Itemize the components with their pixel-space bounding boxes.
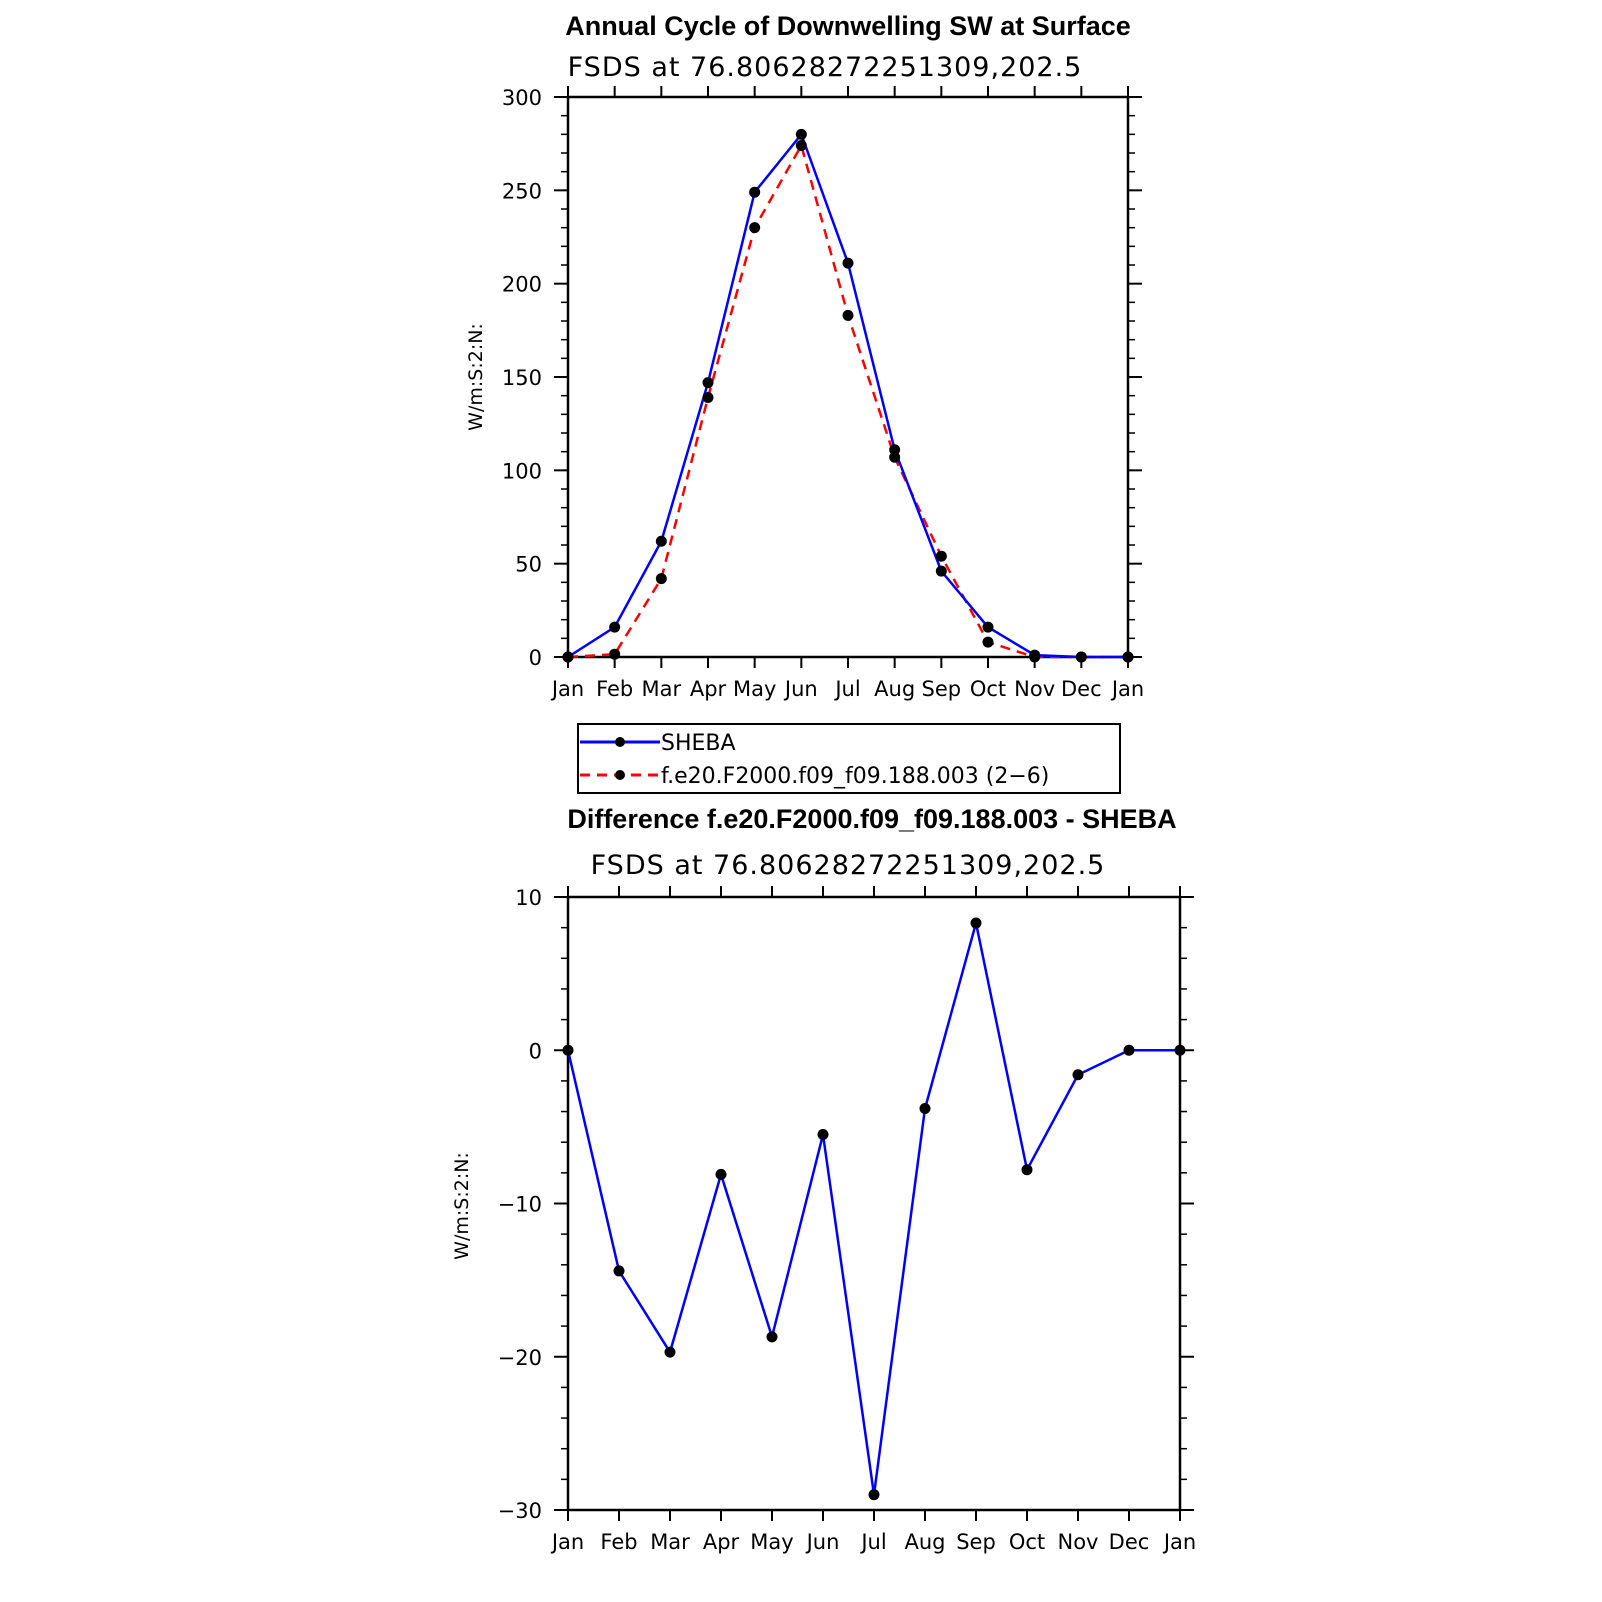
top-chart-subtitle: FSDS at 76.80628272251309,202.5 (568, 52, 1083, 83)
bottom-series-0-point (919, 1102, 931, 1114)
top-series-1-point (1122, 651, 1134, 663)
legend-box (577, 723, 1121, 794)
top-series-1-point (889, 451, 901, 463)
top-x-tick-label: Nov (1014, 677, 1055, 701)
top-series-1-point (935, 550, 947, 562)
top-y-tick-label: 0 (529, 646, 542, 670)
top-series-0-point (795, 128, 807, 140)
top-y-tick-label: 200 (502, 273, 542, 297)
bottom-plot-area: Jan Feb Mar Apr May Jun Jul Aug Sep Oct Nov Dec Jan−… (498, 886, 1196, 1554)
top-series-1-point (702, 392, 714, 404)
bottom-x-tick-label: Jan (1162, 1530, 1196, 1554)
top-x-tick-label: Jan (1110, 677, 1144, 701)
bottom-series-0-point (1123, 1044, 1135, 1056)
top-x-tick-label: Sep (922, 677, 962, 701)
top-series-1-point (655, 573, 667, 585)
top-series-1-point (795, 140, 807, 152)
bottom-series-0-point (868, 1489, 880, 1501)
bottom-chart-title: Difference f.e20.F2000.f09_f09.188.003 -… (567, 804, 1176, 834)
top-series-1-point (982, 636, 994, 648)
top-series-0-line (567, 131, 1128, 659)
top-x-tick-label: Jul (833, 677, 860, 701)
top-series-1-point (609, 648, 621, 660)
bottom-series-0-point (1174, 1044, 1186, 1056)
top-series-1-line (567, 142, 1128, 659)
bottom-x-tick-label: Sep (956, 1530, 996, 1554)
top-y-tick-label: 300 (502, 86, 542, 110)
bottom-series-0-line (566, 922, 1180, 1495)
top-x-tick-label: Jun (783, 677, 818, 701)
bottom-x-tick-label: May (750, 1530, 793, 1554)
top-y-tick-label: 250 (502, 179, 542, 203)
top-series-1-point (562, 651, 574, 663)
bottom-series-0-point (1072, 1069, 1084, 1081)
top-x-tick-label: Mar (642, 677, 682, 701)
bottom-series-0-point (664, 1346, 676, 1358)
bottom-chart-y-axis-label: W/m:S:2:N: (451, 1152, 473, 1260)
top-x-tick-label: May (733, 677, 776, 701)
bottom-x-tick-label: Nov (1058, 1530, 1099, 1554)
bottom-x-tick-label: Jun (805, 1530, 840, 1554)
bottom-x-tick-label: Jul (859, 1530, 886, 1554)
bottom-x-tick-label: Feb (600, 1530, 637, 1554)
bottom-x-tick-label: Oct (1009, 1530, 1045, 1554)
bottom-x-tick-label: Mar (650, 1530, 690, 1554)
top-x-tick-label: Oct (970, 677, 1006, 701)
top-series-0-point (842, 257, 854, 269)
bottom-y-tick-label: −20 (498, 1346, 542, 1370)
bottom-series-0-point (766, 1331, 778, 1343)
bottom-y-tick-label: 0 (529, 1039, 542, 1063)
top-series-0-point (655, 535, 667, 547)
bottom-y-tick-label: 10 (515, 886, 542, 910)
bottom-chart-subtitle: FSDS at 76.80628272251309,202.5 (591, 850, 1106, 881)
top-series-0-point (749, 186, 761, 198)
top-y-tick-label: 50 (515, 553, 542, 577)
top-y-tick-label: 100 (502, 459, 542, 483)
top-series-0-point (935, 565, 947, 577)
bottom-plot-frame (566, 895, 1182, 1512)
bottom-series-0-point (562, 1044, 574, 1056)
bottom-y-tick-label: −30 (498, 1499, 542, 1523)
legend-marker-model (615, 770, 625, 780)
bottom-series-0-point (1021, 1164, 1033, 1176)
top-x-tick-label: Apr (690, 677, 727, 701)
top-y-tick-label: 150 (502, 366, 542, 390)
bottom-series-0-point (613, 1265, 625, 1277)
top-series-0-point (702, 377, 714, 389)
legend-entry-model: f.e20.F2000.f09_f09.188.003 (2−6) (661, 764, 1049, 789)
top-series-1-point (842, 309, 854, 321)
top-series-0-point (982, 621, 994, 633)
bottom-series-0-point (715, 1168, 727, 1180)
top-chart-title: Annual Cycle of Downwelling SW at Surfac… (565, 11, 1131, 41)
top-x-tick-label: Jan (550, 677, 584, 701)
bottom-x-tick-label: Dec (1109, 1530, 1150, 1554)
top-series-1-point (749, 222, 761, 234)
top-plot-frame (566, 95, 1130, 659)
top-series-1-point (1075, 651, 1087, 663)
legend-marker-sheba (615, 737, 625, 747)
top-plot-area: Jan Feb Mar Apr May Jun Jul Aug Sep Oct Nov Dec Jan 0… (502, 86, 1144, 701)
top-x-tick-label: Feb (596, 677, 633, 701)
top-x-tick-label: Aug (874, 677, 915, 701)
bottom-x-tick-label: Jan (550, 1530, 584, 1554)
bottom-x-tick-label: Apr (703, 1530, 740, 1554)
top-series-0-point (609, 621, 621, 633)
legend: SHEBA f.e20.F2000.f09_f09.188.003 (2−6) (577, 723, 1121, 794)
legend-entry-sheba: SHEBA (661, 731, 736, 756)
bottom-x-tick-label: Aug (904, 1530, 945, 1554)
bottom-y-tick-label: −10 (498, 1193, 542, 1217)
top-x-tick-label: Dec (1061, 677, 1102, 701)
bottom-series-0-point (817, 1129, 829, 1141)
top-chart-y-axis-label: W/m:S:2:N: (465, 323, 487, 431)
top-series-1-point (1029, 651, 1041, 663)
bottom-series-0-point (970, 917, 982, 929)
